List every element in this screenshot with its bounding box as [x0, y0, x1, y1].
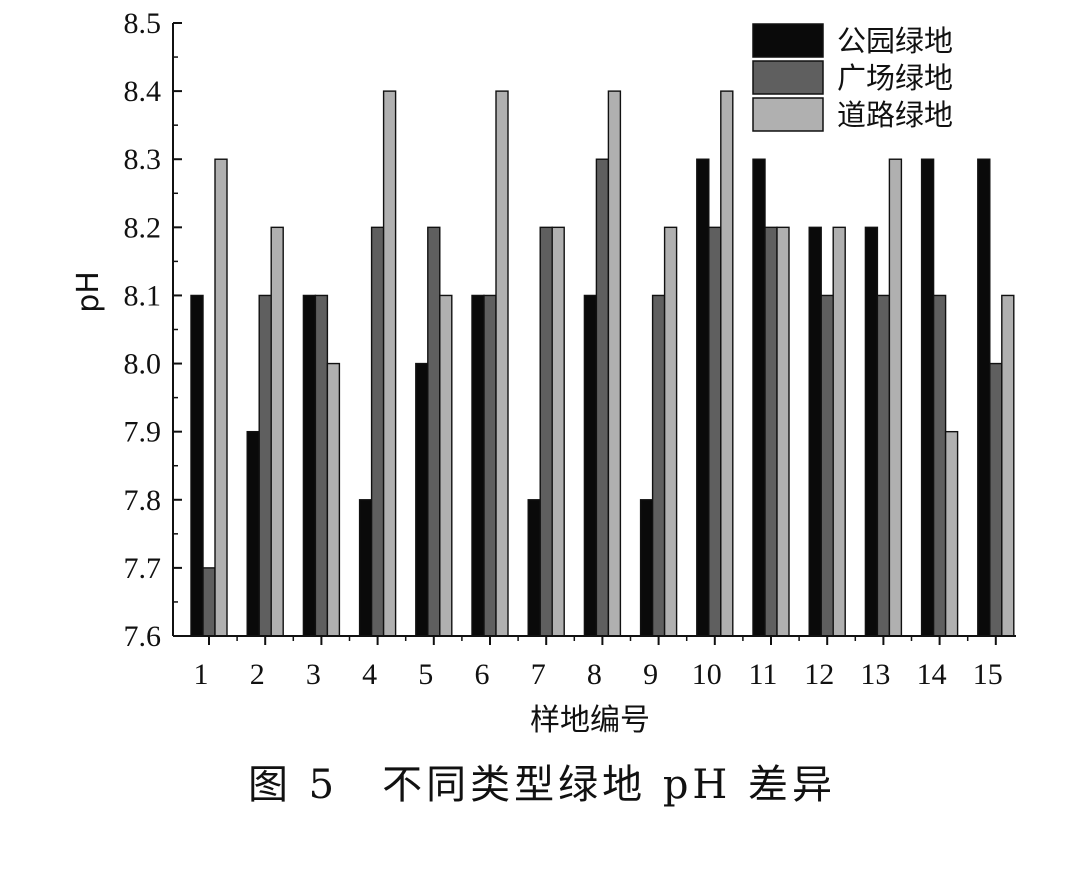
y-tick-label: 8.4: [124, 75, 162, 108]
x-tick-label: 9: [643, 658, 658, 691]
bar-series1-site11: [752, 158, 766, 637]
x-tick-label: 6: [475, 658, 490, 691]
bar-series3-site8: [607, 90, 622, 637]
bar-series1-site4: [358, 499, 373, 637]
bar-series3-site1: [214, 158, 228, 637]
bar-series1-site13: [864, 226, 879, 637]
y-tick-label: 8.0: [124, 348, 162, 381]
y-axis-title: pH: [71, 271, 106, 313]
x-tick-label: 7: [531, 658, 546, 691]
y-tick-label: 8.2: [124, 211, 162, 244]
figure-caption: 图 5 不同类型绿地 pH 差异: [247, 762, 837, 808]
bar-series3-site15: [1001, 294, 1015, 637]
bar-series3-site5: [439, 294, 453, 637]
bar-series3-site11: [776, 226, 790, 637]
bar-series2-site13: [876, 294, 891, 637]
x-axis-title: 样地编号: [530, 703, 650, 738]
y-tick-label: 7.8: [124, 484, 162, 517]
bar-series3-site6: [495, 90, 509, 637]
bar-series3-site10: [720, 90, 734, 637]
bar-series2-site4: [370, 226, 385, 637]
bar-series2-site7: [539, 226, 553, 637]
bar-series3-site12: [832, 226, 846, 637]
x-tick-label: 14: [917, 658, 947, 691]
y-tick-label: 8.1: [124, 279, 162, 312]
x-tick-label: 1: [194, 658, 209, 691]
bar-series2-site1: [202, 567, 216, 637]
x-tick-label: 8: [587, 658, 602, 691]
bar-series2-site9: [651, 294, 666, 637]
bar-series2-site10: [708, 226, 722, 637]
y-tick-label: 8.5: [124, 7, 162, 40]
bar-series2-site6: [483, 294, 497, 637]
x-tick-label: 10: [692, 658, 722, 691]
bar-series1-site3: [302, 294, 317, 637]
bar-series1-site15: [977, 158, 991, 637]
x-tick-label: 2: [250, 658, 265, 691]
bar-series1-site9: [639, 499, 654, 637]
bar-series1-site1: [190, 294, 204, 637]
bar-series1-site12: [808, 226, 822, 637]
x-tick-label: 5: [418, 658, 433, 691]
bar-series2-site3: [314, 294, 329, 637]
bar-series1-site5: [415, 362, 429, 637]
x-tick-label: 13: [860, 658, 890, 691]
bar-series3-site3: [326, 362, 341, 637]
bar-series3-site14: [944, 430, 959, 637]
bar-series2-site5: [427, 226, 441, 637]
legend-label-3: 道路绿地: [837, 98, 953, 132]
legend-swatch-1: [752, 23, 824, 58]
x-tick-label: 12: [804, 658, 834, 691]
bar-series2-site11: [764, 226, 778, 637]
bar-series1-site7: [527, 499, 541, 637]
legend-swatch-2: [752, 60, 824, 95]
bar-series2-site15: [989, 362, 1003, 637]
bar-series1-site2: [246, 430, 260, 637]
x-tick-label: 4: [362, 658, 377, 691]
bar-series2-site12: [820, 294, 834, 637]
y-tick-label: 7.6: [124, 620, 162, 653]
bar-series1-site14: [920, 158, 935, 637]
bar-series2-site2: [258, 294, 272, 637]
y-tick-label: 8.3: [124, 143, 162, 176]
bar-series3-site4: [382, 90, 397, 637]
bar-series2-site8: [595, 158, 610, 637]
bar-series1-site8: [583, 294, 598, 637]
y-tick-label: 7.7: [124, 552, 162, 585]
bar-series2-site14: [932, 294, 947, 637]
bar-series1-site6: [471, 294, 485, 637]
bar-series3-site13: [888, 158, 903, 637]
bar-series1-site10: [696, 158, 710, 637]
legend-swatch-3: [752, 97, 824, 132]
x-tick-label: 3: [306, 658, 321, 691]
legend-label-2: 广场绿地: [837, 61, 953, 95]
bar-series3-site7: [551, 226, 565, 637]
x-tick-label: 11: [749, 658, 778, 691]
x-tick-label: 15: [973, 658, 1003, 691]
bar-series3-site2: [270, 226, 284, 637]
chart: 7.67.77.87.98.08.18.28.38.48.51 2 3 4 5 6 7 8 9 1…: [71, 7, 1016, 738]
legend-label-1: 公园绿地: [837, 24, 953, 58]
y-tick-label: 7.9: [124, 416, 162, 449]
bar-series3-site9: [663, 226, 678, 637]
